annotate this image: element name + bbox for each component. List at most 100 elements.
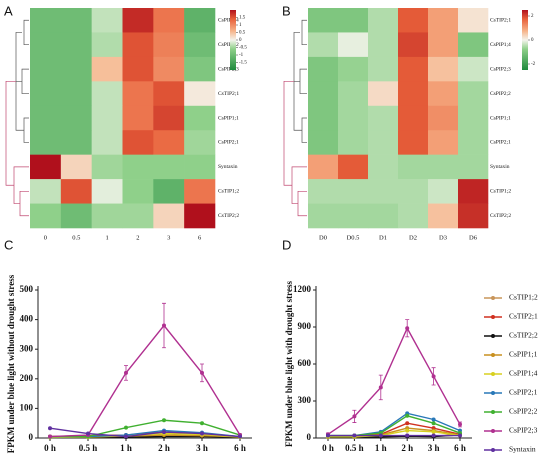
heatmap-cell <box>122 8 154 33</box>
x-tick-label: 6 h <box>234 443 246 453</box>
heatmap-cell <box>60 130 92 155</box>
heatmap-cell <box>30 81 62 107</box>
heatmap-cell <box>398 203 429 229</box>
legend-swatch <box>491 410 495 414</box>
heatmap-cell <box>30 105 62 131</box>
heatmap-cell <box>308 8 339 33</box>
heatmap-cell <box>428 105 459 131</box>
legend-swatch <box>491 372 495 376</box>
heatmap-cell <box>153 154 185 180</box>
row-label: CsPIP2;1 <box>490 140 511 146</box>
heatmap-cell <box>91 105 123 131</box>
heatmap-cell <box>398 154 429 180</box>
heatmap-cell <box>30 56 62 82</box>
heatmap-cell <box>122 81 154 107</box>
heatmap-cell <box>428 154 459 180</box>
heatmap-cell <box>30 203 62 229</box>
legend-label: CsPIP2;2 <box>509 407 538 416</box>
heatmap-cell <box>91 56 123 82</box>
y-tick-label: 100 <box>20 402 34 412</box>
heatmap-cell <box>338 105 369 131</box>
colorbar-tick-label: 0 <box>239 38 242 43</box>
heatmap-cell <box>91 32 123 58</box>
heatmap-cell <box>368 32 399 58</box>
heatmap-cell <box>30 130 62 155</box>
y-axis-title: FPKM under blue light without drought st… <box>6 274 16 453</box>
heatmap-cell <box>428 56 459 82</box>
dendrogram <box>5 80 29 204</box>
axis <box>315 286 472 439</box>
series-marker <box>405 421 410 426</box>
series-marker <box>124 425 128 430</box>
column-label: D6 <box>469 234 478 241</box>
heatmap-cell <box>60 105 92 131</box>
heatmap-cell <box>308 105 339 131</box>
series-marker <box>431 417 436 422</box>
series-line <box>328 429 461 438</box>
heatmap-cell <box>30 32 62 58</box>
series-line <box>50 419 241 438</box>
heatmap-cell <box>60 32 92 58</box>
heatmap-cell <box>398 32 429 58</box>
row-label: CsPIP2;3 <box>218 66 239 72</box>
row-label: CsPIP1;1 <box>218 115 239 121</box>
colorbar-tick-label: -1.5 <box>239 61 247 66</box>
series-marker <box>378 433 383 438</box>
panel-label: B <box>282 3 291 18</box>
heatmap-cell <box>91 203 123 229</box>
legend-swatch <box>491 315 495 319</box>
dendrogram <box>283 80 307 204</box>
legend-label: Syntaxin <box>509 445 536 454</box>
heatmap-cell <box>398 81 429 107</box>
y-tick-label: 0 <box>307 432 312 442</box>
heatmap-cell <box>153 8 185 33</box>
row-label: CsTIP2;2 <box>218 213 239 219</box>
heatmap-cell <box>338 130 369 155</box>
dendrogram <box>297 190 307 217</box>
x-tick-label: 2 h <box>158 443 170 453</box>
y-tick-label: 0 <box>29 432 34 442</box>
heatmap-cell <box>184 154 216 180</box>
heatmap-cell <box>91 179 123 204</box>
y-tick-label: 400 <box>20 314 34 324</box>
series-marker <box>48 426 52 431</box>
x-tick-label: 0.5 h <box>345 443 364 453</box>
series-marker <box>431 433 436 438</box>
series-marker <box>48 434 52 439</box>
dendrogram <box>23 19 29 46</box>
panel-label: D <box>282 237 291 252</box>
series-marker <box>352 433 357 438</box>
heatmap-cell <box>153 130 185 155</box>
dendrogram <box>15 32 24 131</box>
series-marker <box>431 374 436 379</box>
series-marker <box>405 326 410 331</box>
series-marker <box>200 370 204 375</box>
heatmap-cell <box>338 81 369 107</box>
heatmap-cell <box>338 154 369 180</box>
heatmap-cell <box>122 179 154 204</box>
heatmap-cell <box>153 32 185 58</box>
dendrogram <box>301 19 307 46</box>
heatmap-cell <box>338 203 369 229</box>
y-tick-label: 300 <box>298 395 312 405</box>
legend-swatch <box>491 353 495 357</box>
heatmap-cell <box>398 130 429 155</box>
x-tick-label: 0.5 h <box>79 443 98 453</box>
series-marker <box>431 421 436 426</box>
row-label: CsPIP1;4 <box>490 42 511 48</box>
colorbar <box>522 10 528 70</box>
colorbar-tick-label: 1.5 <box>239 16 246 21</box>
heatmap-cell <box>184 203 216 229</box>
heatmap-cell <box>60 154 92 180</box>
heatmap-cell <box>458 32 489 58</box>
column-label: D0.5 <box>347 234 360 241</box>
column-label: 1 <box>105 234 108 241</box>
series-marker <box>458 422 462 427</box>
x-tick-label: 6 h <box>454 443 466 453</box>
heatmap-cell <box>184 8 216 33</box>
legend-label: CsTIP1;2 <box>509 293 538 302</box>
series-marker <box>458 433 462 438</box>
series-marker <box>124 434 128 439</box>
heatmap-cell <box>153 81 185 107</box>
series-marker <box>405 413 410 418</box>
